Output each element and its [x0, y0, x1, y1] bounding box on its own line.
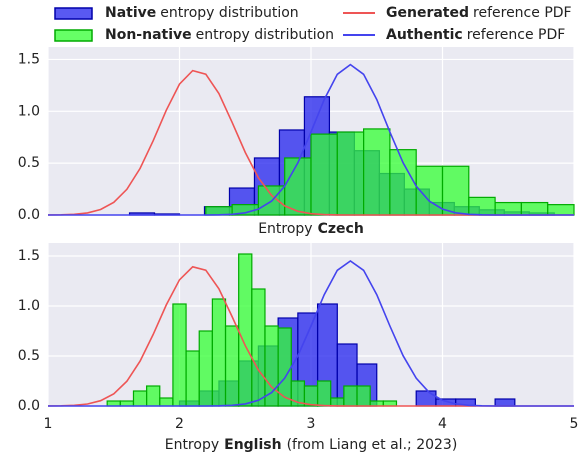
- y-tick-label: 0.5: [18, 348, 40, 364]
- hist-bar: [303, 385, 319, 407]
- hist-bar: [264, 325, 279, 407]
- legend-label: Authentic reference PDF: [386, 27, 565, 43]
- x-axis-label-part: Czech: [318, 221, 364, 237]
- hist-bar: [251, 288, 266, 407]
- legend-name: Authentic: [386, 27, 463, 43]
- legend-name: Generated: [386, 5, 469, 21]
- hist-bar: [520, 201, 549, 216]
- y-tick-label: 1.0: [18, 298, 40, 314]
- x-tick-label: 2: [175, 416, 184, 432]
- hist-bar: [494, 398, 516, 407]
- x-axis-label-part: Entropy: [258, 221, 312, 237]
- legend-label: Native entropy distribution: [105, 5, 299, 21]
- hist-bar: [159, 397, 174, 407]
- hist-bar: [415, 390, 437, 407]
- x-axis-label-part: (from Liang et al.; 2023): [287, 437, 458, 453]
- legend-name: Native: [105, 5, 156, 21]
- hist-bar: [468, 196, 496, 216]
- hist-bar: [389, 149, 417, 216]
- x-tick-label: 4: [438, 416, 447, 432]
- hist-bar: [363, 128, 391, 216]
- x-tick-label: 5: [570, 416, 579, 432]
- hist-bar: [211, 298, 227, 407]
- hist-bar: [547, 204, 575, 216]
- y-tick-label: 0.0: [18, 398, 40, 414]
- y-tick-label: 0.0: [18, 207, 40, 223]
- y-tick-label: 1.5: [18, 248, 40, 264]
- hist-bar: [336, 131, 365, 216]
- hist-bar: [238, 253, 253, 407]
- hist-bar: [185, 350, 200, 407]
- x-axis-label-part: Entropy: [165, 437, 219, 453]
- hist-bar: [284, 157, 312, 216]
- legend-label: Generated reference PDF: [386, 5, 572, 21]
- hist-bar: [224, 325, 240, 407]
- legend-desc: reference PDF: [473, 5, 572, 21]
- hist-bar: [310, 133, 338, 216]
- y-tick-label: 1.5: [18, 51, 40, 67]
- hist-bar: [132, 390, 148, 407]
- legend-desc: reference PDF: [467, 27, 566, 43]
- x-tick-label: 3: [307, 416, 316, 432]
- pdf-line: [48, 260, 574, 407]
- y-tick-label: 1.0: [18, 103, 40, 119]
- hist-bar: [356, 385, 371, 407]
- hist-bar: [316, 380, 332, 407]
- legend-swatch: [54, 7, 93, 20]
- legend-desc: entropy distribution: [160, 5, 298, 21]
- legend-desc: entropy distribution: [196, 27, 334, 43]
- x-axis-label-part: English: [224, 437, 281, 453]
- hist-bar: [172, 303, 187, 407]
- x-tick-label: 1: [44, 416, 53, 432]
- y-tick-label: 0.5: [18, 155, 40, 171]
- x-axis-label: Entropy English (from Liang et al.; 2023): [165, 437, 458, 453]
- hist-bar: [441, 165, 470, 216]
- pdf-line: [48, 63, 574, 216]
- hist-bar: [343, 385, 358, 407]
- hist-bar: [330, 397, 345, 407]
- hist-bar: [494, 201, 523, 216]
- hist-bar: [198, 330, 213, 407]
- x-axis-label: Entropy Czech: [258, 221, 364, 237]
- hist-bar: [146, 385, 161, 407]
- legend-name: Non-native: [105, 27, 192, 43]
- legend-swatch: [54, 29, 93, 42]
- legend-label: Non-native entropy distribution: [105, 27, 334, 43]
